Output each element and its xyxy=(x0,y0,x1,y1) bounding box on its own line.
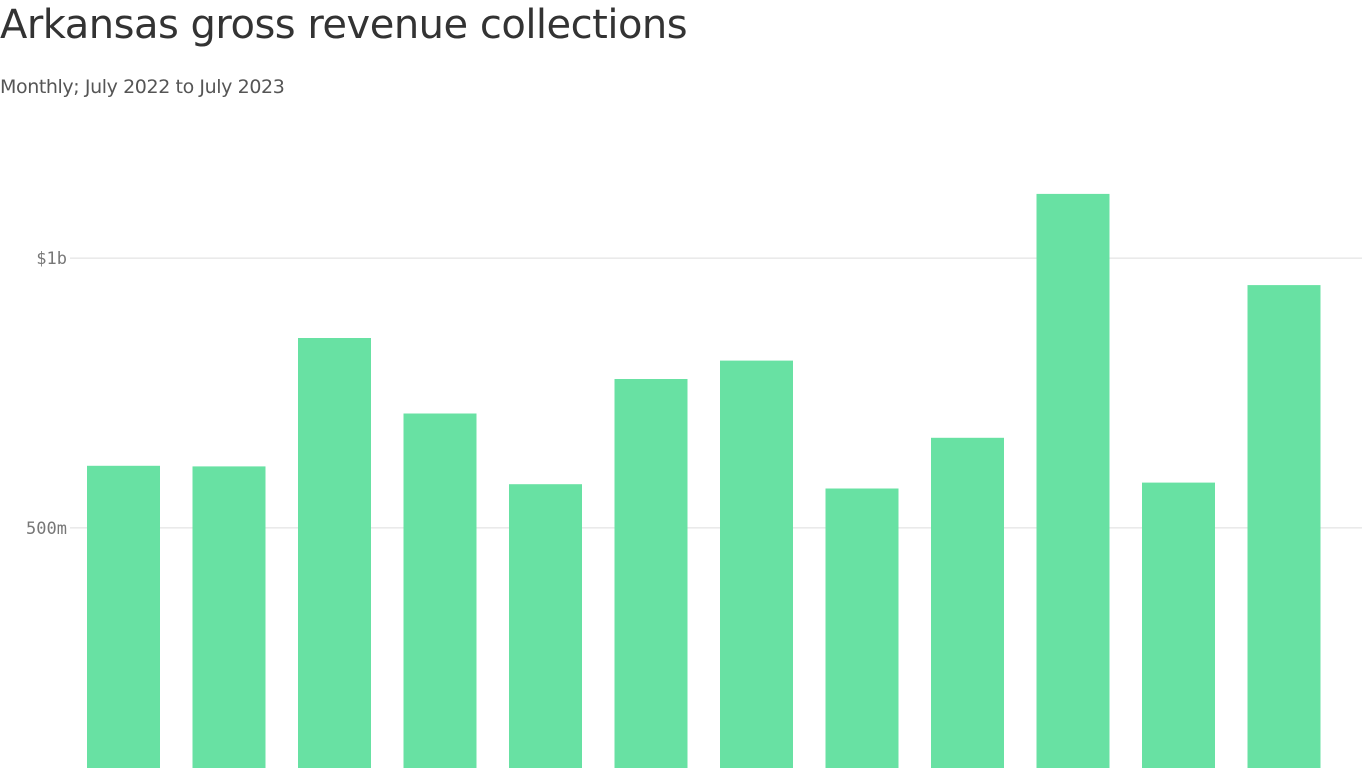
y-axis-tick-labels: 500m $1b xyxy=(26,249,67,539)
bars xyxy=(87,193,1321,768)
bar-2 xyxy=(192,466,266,768)
bar-11 xyxy=(1142,482,1215,768)
bar-4 xyxy=(403,413,477,768)
chart-subtitle: Monthly; July 2022 to July 2023 xyxy=(0,76,285,98)
bar-3 xyxy=(298,338,371,768)
bar-7 xyxy=(720,360,793,768)
bar-9 xyxy=(931,437,1004,768)
chart-title: Arkansas gross revenue collections xyxy=(0,2,688,48)
bar-12 xyxy=(1247,285,1321,768)
bar-10 xyxy=(1036,193,1110,768)
bar-8 xyxy=(825,488,899,768)
bar-5 xyxy=(509,484,582,768)
bar-1 xyxy=(87,465,160,768)
y-tick-label: $1b xyxy=(36,249,67,269)
bar-6 xyxy=(614,379,688,768)
y-tick-label: 500m xyxy=(26,519,67,539)
